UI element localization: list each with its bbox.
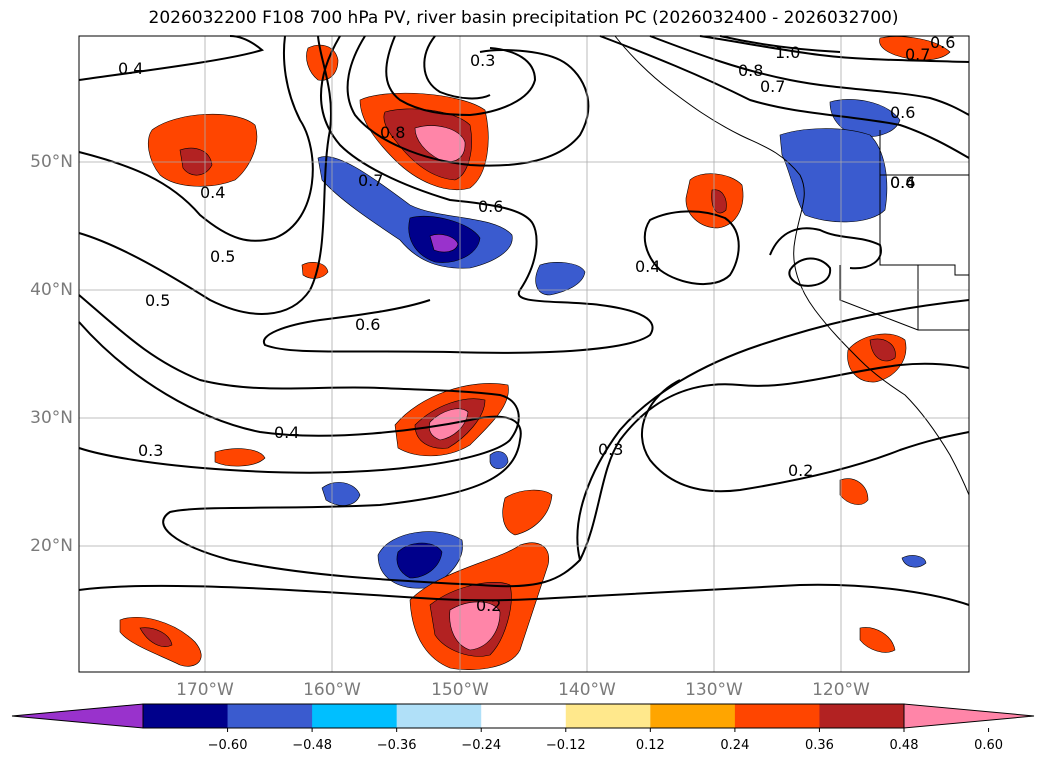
- colorbar: [11, 703, 1035, 732]
- contour-label: 1.0: [775, 43, 800, 62]
- contour-label: 0.3: [470, 51, 495, 70]
- lon-label: 140°W: [558, 680, 616, 700]
- contour-label: 0.6: [890, 103, 915, 122]
- contour-label: 0.2: [476, 596, 501, 615]
- contour-label: 0.4: [635, 257, 660, 276]
- contour-label: 0.6: [478, 197, 503, 216]
- colorbar-segment: [650, 704, 736, 728]
- colorbar-segment: [481, 704, 567, 728]
- lat-label: 30°N: [30, 408, 73, 428]
- map-panel: 0.4 0.3 1.0 0.8 0.6 0.8 0.7 0.6 0.4 0.5 …: [78, 33, 970, 673]
- lon-label: 160°W: [303, 680, 361, 700]
- contour-label: 0.8: [380, 123, 405, 142]
- lat-label: 20°N: [30, 536, 73, 556]
- contour-label: 0.3: [138, 441, 163, 460]
- contour-label: 0.7: [760, 77, 785, 96]
- colorbar-tick-label: 0.36: [804, 738, 834, 753]
- contour-label: 0.4: [200, 183, 225, 202]
- colorbar-segment: [396, 704, 482, 728]
- contour-label: 0.6: [355, 315, 380, 334]
- graticule: [79, 36, 969, 672]
- contour-label: 0.7: [905, 45, 930, 64]
- contour-label: 0.4: [118, 59, 143, 78]
- colorbar-segment: [565, 704, 651, 728]
- contour-label: 0.4: [890, 173, 915, 192]
- map-title: 2026032200 F108 700 hPa PV, river basin …: [148, 8, 899, 28]
- colorbar-tick-label: 0.24: [720, 738, 750, 753]
- contour-label: 0.6: [890, 173, 915, 192]
- lon-label: 130°W: [685, 680, 743, 700]
- contour-label: 0.4: [274, 423, 299, 442]
- contour-label: 0.5: [210, 247, 235, 266]
- coastline: [614, 35, 970, 496]
- colorbar-tick-label: 0.60: [974, 738, 1004, 753]
- lat-label: 40°N: [30, 280, 73, 300]
- lat-label: 50°N: [30, 152, 73, 172]
- colorbar-max-arrow: [903, 703, 1035, 729]
- colorbar-tick-label: −0.60: [207, 738, 248, 753]
- colorbar-segment: [734, 704, 820, 728]
- lon-label: 150°W: [431, 680, 489, 700]
- colorbar-tick-label: 0.12: [635, 738, 665, 753]
- contour-label: 0.2: [788, 461, 813, 480]
- contour-label: 0.6: [930, 33, 955, 52]
- colorbar-segment: [143, 704, 229, 728]
- colorbar-tick-label: −0.24: [461, 738, 502, 753]
- colorbar-tick-label: −0.48: [292, 738, 333, 753]
- colorbar-segment: [227, 704, 313, 728]
- lon-label: 170°W: [176, 680, 234, 700]
- contour-label: 0.7: [358, 171, 383, 190]
- colorbar-segment: [819, 704, 905, 728]
- contour-label: 0.5: [145, 291, 170, 310]
- contour-labels: 0.4 0.3 1.0 0.8 0.6 0.8 0.7 0.6 0.4 0.5 …: [118, 33, 955, 615]
- contour-label: 0.3: [598, 440, 623, 459]
- contour-label: 0.8: [738, 61, 763, 80]
- colorbar-tick-label: −0.12: [545, 738, 586, 753]
- colorbar-tick-label: 0.48: [889, 738, 919, 753]
- colorbar-segment: [312, 704, 398, 728]
- lon-label: 120°W: [812, 680, 870, 700]
- colorbar-tick-label: −0.36: [376, 738, 417, 753]
- colorbar-min-arrow: [11, 703, 144, 729]
